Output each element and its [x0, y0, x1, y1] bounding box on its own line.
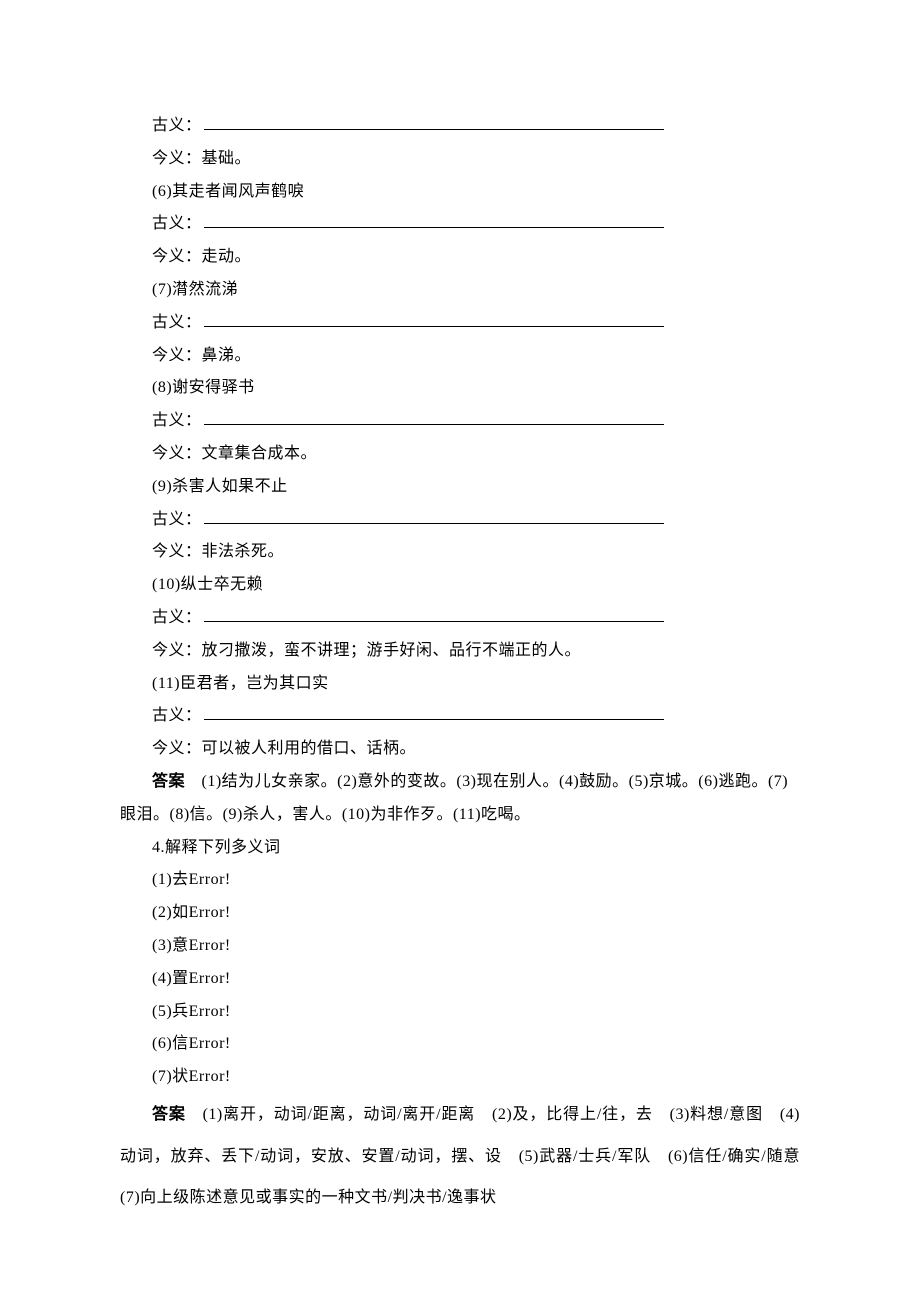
prefix-text: 古义： [152, 215, 202, 232]
blank-line [204, 211, 664, 228]
prefix-text: 古义： [152, 117, 202, 134]
poly-3: (3)意Error! [120, 930, 800, 963]
prefix-text: 古义： [152, 314, 202, 331]
line-item-8: (8)谢安得驿书 [120, 372, 800, 405]
line-guyi-6: 古义： [120, 208, 800, 241]
line-guyi-10: 古义： [120, 602, 800, 635]
blank-line [204, 605, 664, 622]
blank-line [204, 310, 664, 327]
prefix-text: 古义： [152, 511, 202, 528]
answer-text: (1)结为儿女亲家。(2)意外的变故。(3)现在别人。(4)鼓励。(5)京城。(… [120, 773, 788, 823]
answer-text-2: (1)离开，动词/距离，动词/离开/距离 (2)及，比得上/往，去 (3)料想/… [120, 1106, 817, 1206]
line-guyi-9: 古义： [120, 504, 800, 537]
line-jinyi-7: 今义：鼻涕。 [120, 340, 800, 373]
line-jinyi-9: 今义：非法杀死。 [120, 536, 800, 569]
poly-4: (4)置Error! [120, 963, 800, 996]
section-4-title: 4.解释下列多义词 [120, 832, 800, 865]
answer-label: 答案 [152, 773, 185, 790]
line-item-11: (11)臣君者，岂为其口实 [120, 668, 800, 701]
blank-line [204, 507, 664, 524]
answer-label-2: 答案 [152, 1106, 186, 1123]
poly-7: (7)状Error! [120, 1061, 800, 1094]
line-jinyi-5: 今义：基础。 [120, 143, 800, 176]
line-item-10: (10)纵士卒无赖 [120, 569, 800, 602]
line-item-6: (6)其走者闻风声鹤唳 [120, 176, 800, 209]
prefix-text: 古义： [152, 609, 202, 626]
line-jinyi-6: 今义：走动。 [120, 241, 800, 274]
line-item-7: (7)潸然流涕 [120, 274, 800, 307]
line-guyi-11: 古义： [120, 700, 800, 733]
blank-line [204, 113, 664, 130]
answer-1: 答案 (1)结为儿女亲家。(2)意外的变故。(3)现在别人。(4)鼓励。(5)京… [120, 766, 800, 832]
line-guyi-7: 古义： [120, 307, 800, 340]
line-guyi-8: 古义： [120, 405, 800, 438]
prefix-text: 古义： [152, 707, 202, 724]
poly-2: (2)如Error! [120, 897, 800, 930]
blank-line [204, 703, 664, 720]
poly-6: (6)信Error! [120, 1028, 800, 1061]
blank-line [204, 408, 664, 425]
line-guyi-5: 古义： [120, 110, 800, 143]
poly-1: (1)去Error! [120, 864, 800, 897]
poly-5: (5)兵Error! [120, 996, 800, 1029]
line-item-9: (9)杀害人如果不止 [120, 471, 800, 504]
line-jinyi-10: 今义：放刁撒泼，蛮不讲理；游手好闲、品行不端正的人。 [120, 635, 800, 668]
line-jinyi-8: 今义：文章集合成本。 [120, 438, 800, 471]
prefix-text: 古义： [152, 412, 202, 429]
line-jinyi-11: 今义：可以被人利用的借口、话柄。 [120, 733, 800, 766]
answer-2: 答案 (1)离开，动词/距离，动词/离开/距离 (2)及，比得上/往，去 (3)… [120, 1094, 800, 1219]
